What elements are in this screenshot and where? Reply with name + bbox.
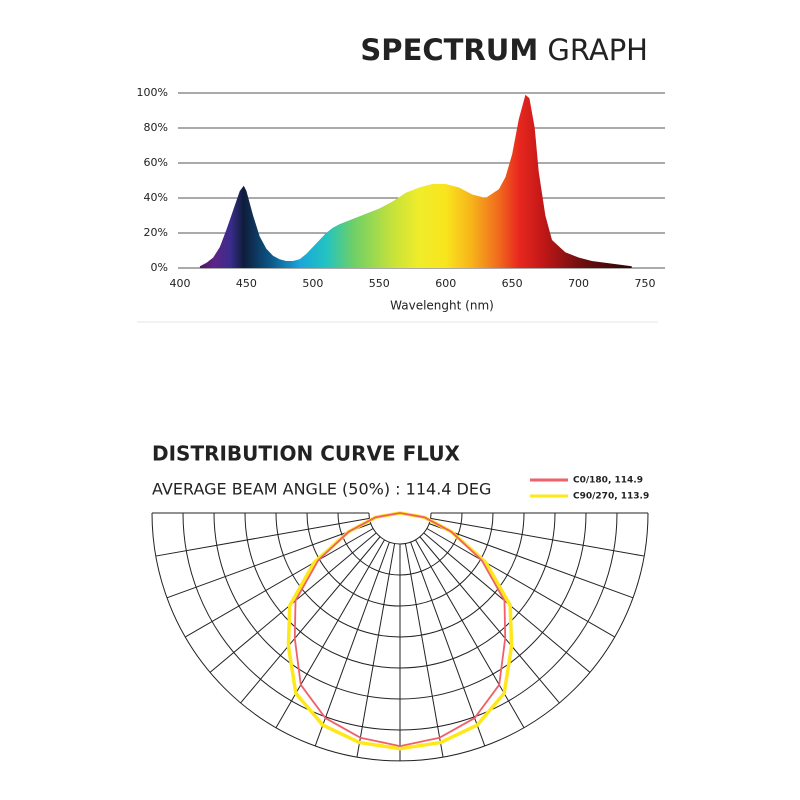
x-tick-label: 550: [369, 277, 390, 290]
spoke: [275, 539, 385, 729]
y-tick-label: 0%: [151, 261, 168, 274]
spectrum-title: SPECTRUM GRAPH: [360, 33, 648, 67]
spoke: [166, 523, 372, 599]
x-tick-label: 650: [502, 277, 523, 290]
x-tick-label: 500: [302, 277, 323, 290]
spoke: [314, 541, 390, 747]
polar-subtitle: AVERAGE BEAM ANGLE (50%) : 114.4 DEG: [152, 480, 491, 499]
spoke: [155, 517, 370, 557]
legend-label: C0/180, 114.9: [573, 476, 643, 486]
title-regular: GRAPH: [547, 33, 648, 67]
flux-curve: [286, 511, 514, 751]
y-tick-label: 100%: [137, 86, 168, 99]
x-tick-label: 750: [635, 277, 656, 290]
spoke: [430, 517, 645, 557]
ring: [368, 512, 432, 545]
title-bold: SPECTRUM: [360, 33, 538, 67]
x-tick-label: 400: [170, 277, 191, 290]
spoke: [410, 541, 486, 747]
spoke: [415, 539, 525, 729]
spoke: [240, 536, 381, 704]
flux-curve: [293, 512, 507, 748]
y-tick-label: 60%: [144, 156, 168, 169]
y-tick-label: 40%: [144, 191, 168, 204]
y-tick-label: 80%: [144, 121, 168, 134]
x-tick-label: 700: [568, 277, 589, 290]
spoke: [184, 528, 374, 638]
polar-title: DISTRIBUTION CURVE FLUX: [152, 442, 461, 466]
spoke: [356, 543, 396, 758]
spoke: [404, 543, 444, 758]
x-tick-label: 600: [435, 277, 456, 290]
spoke: [428, 523, 634, 599]
legend-label: C90/270, 113.9: [573, 492, 649, 502]
spoke: [419, 536, 560, 704]
x-tick-label: 450: [236, 277, 257, 290]
x-axis-label: Wavelenght (nm): [390, 299, 494, 313]
spoke: [426, 528, 616, 638]
y-tick-label: 20%: [144, 226, 168, 239]
spectrum-area: [199, 94, 632, 268]
